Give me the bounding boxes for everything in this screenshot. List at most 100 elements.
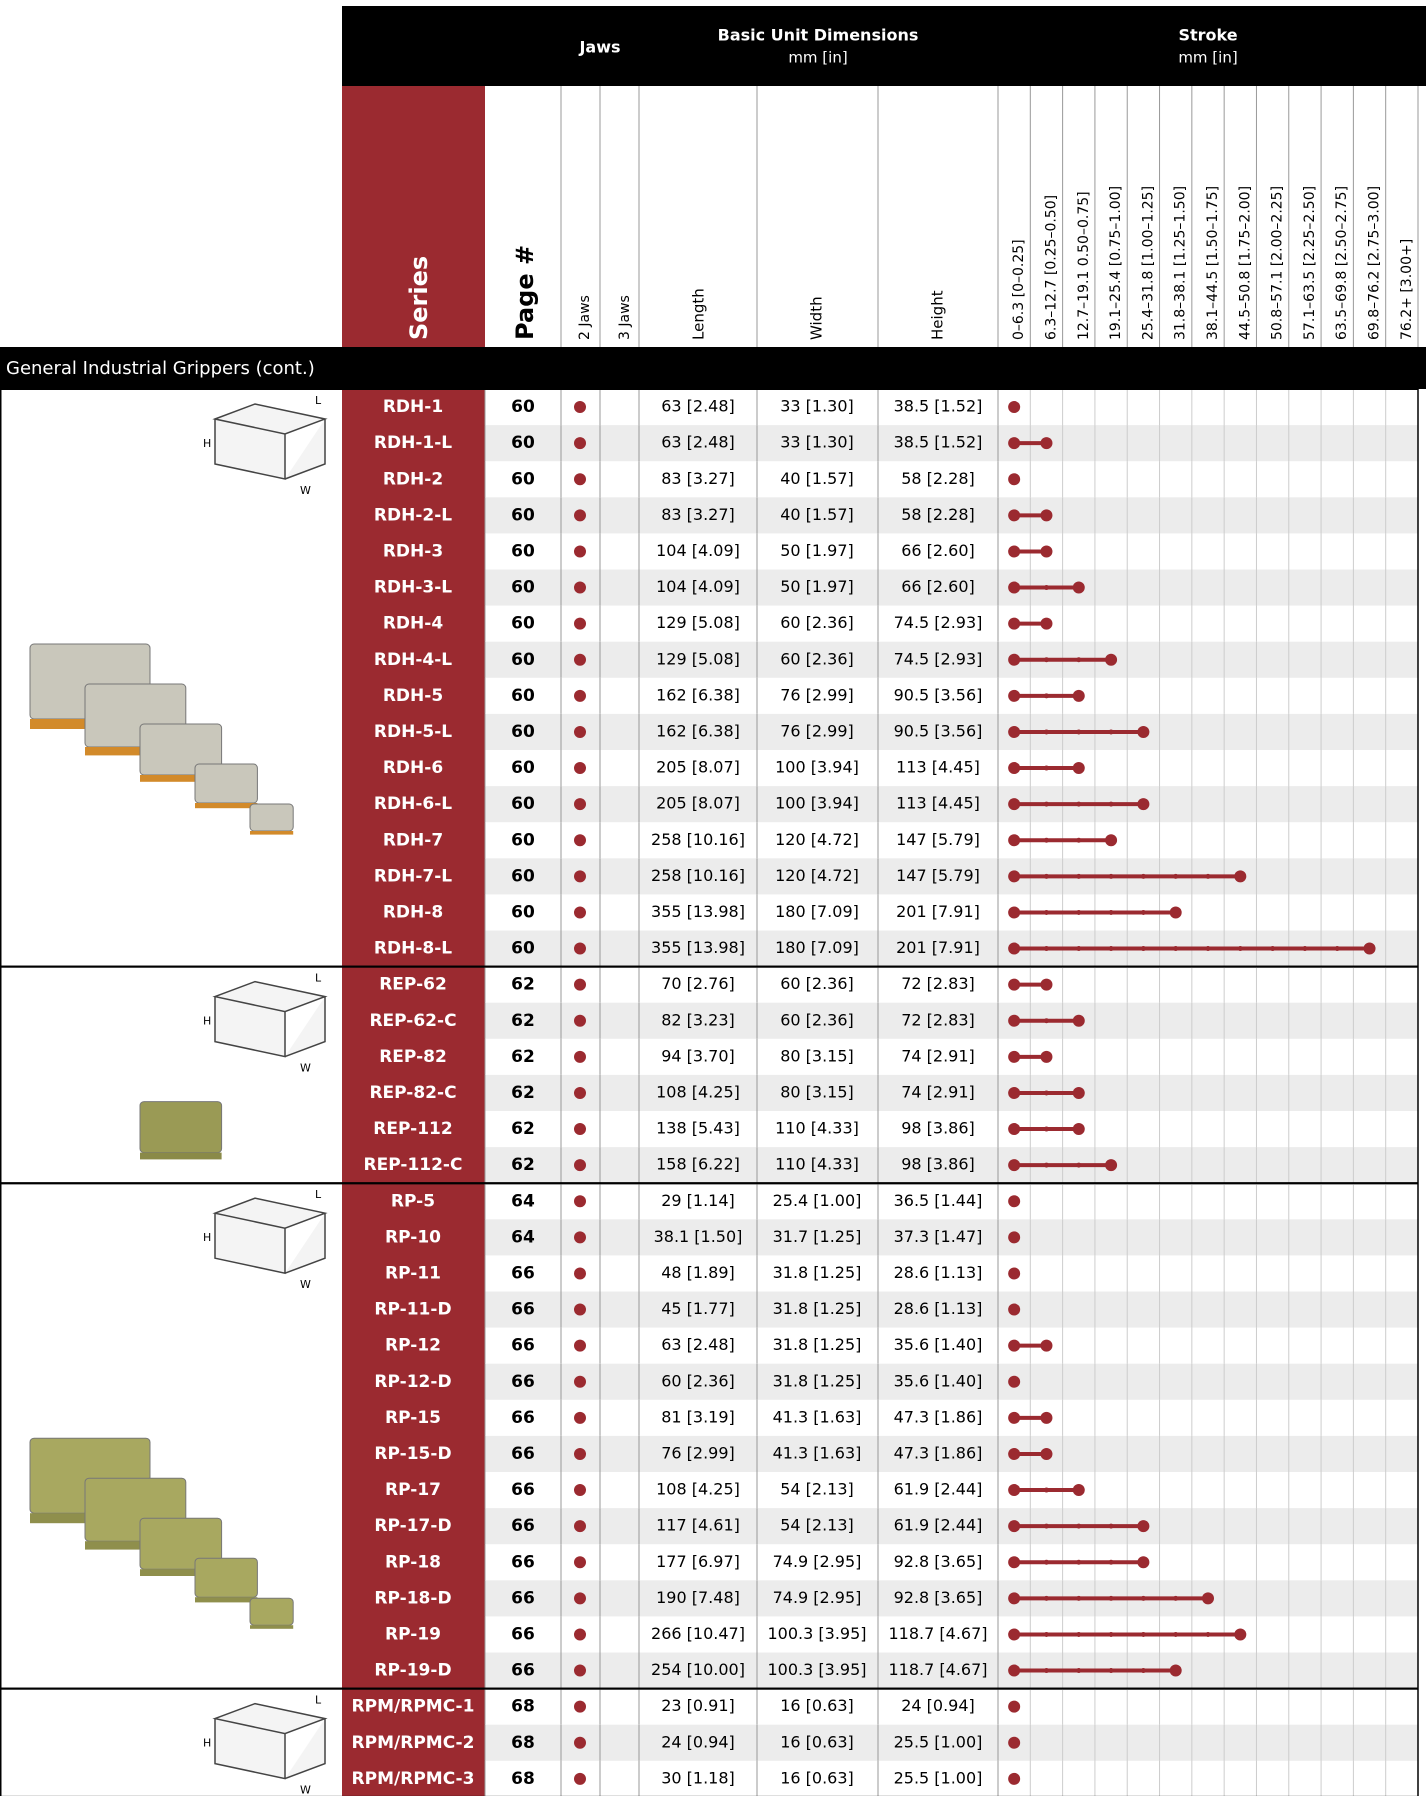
dimension-value: 82 [3.23] bbox=[661, 1010, 735, 1029]
series-name: RP-10 bbox=[385, 1227, 441, 1247]
dimension-value: 258 [10.16] bbox=[651, 866, 745, 885]
dimension-value: 16 [0.63] bbox=[780, 1732, 854, 1751]
jaws-dot bbox=[574, 798, 586, 811]
stroke-tick bbox=[1108, 729, 1114, 735]
series-name: RDH-6 bbox=[383, 758, 443, 778]
row-shade bbox=[485, 1435, 1418, 1472]
jaws-dot bbox=[574, 1736, 586, 1749]
jaws-dot bbox=[574, 509, 586, 522]
stroke-start bbox=[1008, 798, 1021, 811]
dimension-value: 35.6 [1.40] bbox=[894, 1371, 983, 1390]
dimension-value: 45 [1.77] bbox=[661, 1299, 735, 1318]
dimension-value: 90.5 [3.56] bbox=[894, 721, 983, 740]
section-band bbox=[0, 347, 1426, 389]
dimension-value: 31.8 [1.25] bbox=[773, 1335, 862, 1354]
dimension-value: 129 [5.08] bbox=[656, 613, 740, 632]
stroke-tick bbox=[1270, 946, 1276, 952]
dimension-value: 74.9 [2.95] bbox=[773, 1552, 862, 1571]
row-shade bbox=[485, 858, 1418, 895]
series-name: RDH-5-L bbox=[374, 722, 452, 742]
page-number: 66 bbox=[511, 1516, 535, 1536]
stroke-start bbox=[1008, 906, 1021, 919]
dimension-value: 25.5 [1.00] bbox=[894, 1768, 983, 1787]
stroke-end bbox=[1040, 1447, 1053, 1460]
page-number: 60 bbox=[511, 866, 535, 886]
series-name: RP-12 bbox=[385, 1336, 441, 1356]
jaws-dot bbox=[574, 1050, 586, 1063]
stroke-end bbox=[1072, 1484, 1085, 1497]
stroke-start bbox=[1008, 437, 1021, 450]
dimension-value: 28.6 [1.13] bbox=[894, 1299, 983, 1318]
page-number: 66 bbox=[511, 1444, 535, 1464]
jaws-dot bbox=[574, 1195, 586, 1208]
stroke-tick bbox=[1076, 946, 1082, 952]
product-base bbox=[195, 1597, 258, 1603]
stroke-header: 12.7–19.1 0.50–0.75] bbox=[1076, 191, 1092, 340]
dimension-label: H bbox=[203, 1231, 211, 1244]
header-dimensions: Basic Unit Dimensions bbox=[718, 26, 919, 45]
series-name: RPM/RPMC-3 bbox=[352, 1769, 475, 1789]
stroke-tick bbox=[1043, 946, 1049, 952]
jaws-dot bbox=[574, 870, 586, 883]
dimension-label: L bbox=[315, 1694, 322, 1707]
stroke-tick bbox=[1205, 873, 1211, 879]
stroke-tick bbox=[1043, 1595, 1049, 1601]
jaws-dot bbox=[574, 1484, 586, 1497]
stroke-tick bbox=[1043, 1162, 1049, 1168]
series-name: REP-62-C bbox=[369, 1011, 456, 1031]
jaws-dot bbox=[574, 1628, 586, 1641]
product-block bbox=[194, 763, 258, 804]
jaws-dot bbox=[574, 1159, 586, 1172]
jaws-dot bbox=[574, 1339, 586, 1352]
stroke-end bbox=[1137, 1556, 1150, 1569]
page-number: 62 bbox=[511, 975, 535, 995]
stroke-tick bbox=[1108, 1595, 1114, 1601]
dimension-value: 104 [4.09] bbox=[656, 577, 740, 596]
stroke-end bbox=[1137, 1520, 1150, 1533]
dimension-label: H bbox=[203, 1015, 211, 1028]
dimension-value: 41.3 [1.63] bbox=[773, 1407, 862, 1426]
stroke-tick bbox=[1076, 1162, 1082, 1168]
stroke-start bbox=[1008, 1411, 1021, 1424]
jaws-dot bbox=[574, 978, 586, 991]
dimension-value: 180 [7.09] bbox=[775, 902, 859, 921]
series-name: RDH-6-L bbox=[374, 794, 452, 814]
stroke-start bbox=[1008, 870, 1021, 883]
series-name: REP-112 bbox=[373, 1119, 452, 1139]
row-shade bbox=[485, 1652, 1418, 1689]
dimension-value: 74.9 [2.95] bbox=[773, 1588, 862, 1607]
jaws-dot bbox=[574, 1592, 586, 1605]
stroke-end bbox=[1202, 1592, 1214, 1605]
page-number: 68 bbox=[511, 1733, 535, 1753]
row-shade bbox=[485, 1074, 1418, 1111]
dimension-value: 74.5 [2.93] bbox=[894, 649, 983, 668]
header-band bbox=[342, 6, 1426, 86]
dimension-value: 100 [3.94] bbox=[775, 758, 859, 777]
jaws-dot bbox=[574, 1231, 586, 1244]
stroke-tick bbox=[1076, 1668, 1082, 1674]
stroke-header: 50.8–57.1 [2.00–2.25] bbox=[1270, 186, 1286, 340]
dimension-value: 205 [8.07] bbox=[656, 758, 740, 777]
stroke-tick bbox=[1108, 1559, 1114, 1565]
stroke-tick bbox=[1043, 1523, 1049, 1529]
stroke-end bbox=[1040, 1050, 1053, 1063]
diagram-outline bbox=[212, 1702, 328, 1780]
page-number: 64 bbox=[511, 1191, 535, 1211]
stroke-tick bbox=[1043, 873, 1049, 879]
product-block bbox=[139, 1101, 223, 1154]
dimension-value: 50 [1.97] bbox=[780, 577, 854, 596]
row-shade bbox=[485, 1147, 1418, 1184]
stroke-end bbox=[1137, 725, 1150, 738]
dimension-label: L bbox=[315, 394, 322, 407]
page-number: 62 bbox=[511, 1083, 535, 1103]
dimension-value: 80 [3.15] bbox=[780, 1082, 854, 1101]
stroke-start bbox=[1008, 1195, 1021, 1208]
dimension-value: 104 [4.09] bbox=[656, 541, 740, 560]
stroke-start bbox=[1008, 1628, 1021, 1641]
page-number: 60 bbox=[511, 830, 535, 850]
stroke-end bbox=[1072, 1123, 1085, 1136]
stroke-tick bbox=[1140, 873, 1146, 879]
dimension-value: 63 [2.48] bbox=[661, 1335, 735, 1354]
stroke-start bbox=[1008, 1159, 1021, 1172]
